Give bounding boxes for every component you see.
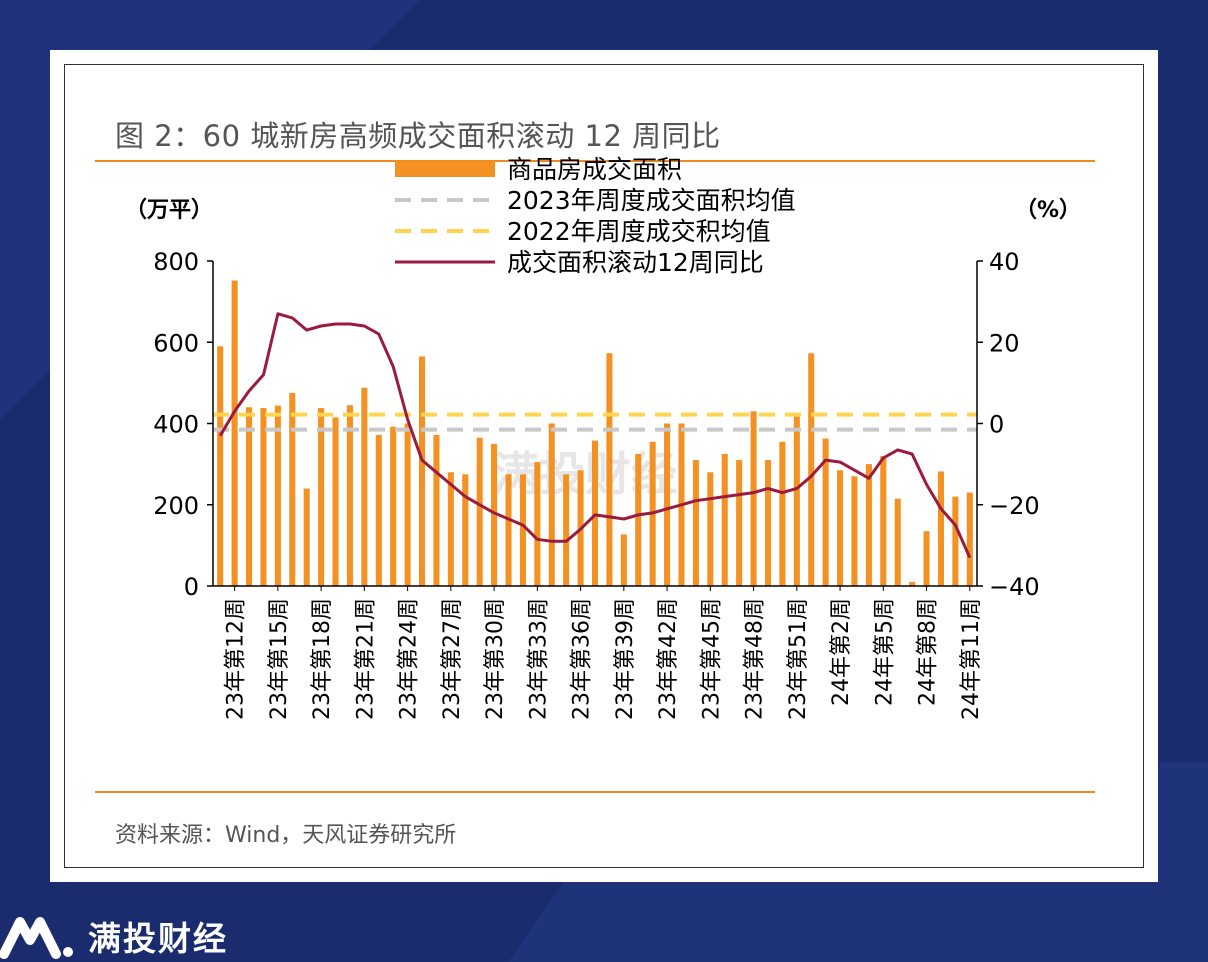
bar — [303, 488, 310, 586]
bar — [361, 387, 368, 586]
x-tick-label: 23年第30周 — [483, 598, 508, 720]
x-tick-label: 23年第18周 — [310, 598, 335, 720]
bar — [404, 423, 411, 586]
bar — [664, 423, 671, 586]
x-tick-label: 23年第24周 — [397, 598, 422, 720]
bar — [534, 462, 541, 586]
x-tick-label: 24年第11周 — [959, 598, 984, 720]
yoy-line — [218, 312, 972, 559]
bar — [246, 407, 253, 586]
bar — [721, 453, 728, 586]
bar — [491, 443, 498, 586]
bar — [519, 474, 526, 586]
bar — [894, 498, 901, 586]
bar — [952, 496, 959, 586]
bar — [433, 434, 440, 586]
bar — [923, 531, 930, 586]
right-unit-label: （%） — [1015, 198, 1081, 223]
x-tick-label: 24年第2周 — [829, 598, 854, 706]
x-tick-label: 23年第51周 — [786, 598, 811, 720]
bar — [692, 460, 699, 586]
bar — [764, 460, 772, 586]
x-tick-label: 24年第5周 — [872, 598, 897, 706]
bar — [793, 415, 800, 586]
bar — [851, 476, 858, 586]
left-tick-label: 800 — [153, 248, 199, 276]
right-tick-label: 0 — [989, 411, 1004, 439]
bar — [707, 472, 714, 586]
left-tick-label: 600 — [153, 329, 199, 357]
bar — [318, 408, 325, 586]
bar — [375, 434, 382, 586]
bar — [289, 393, 296, 586]
bar — [750, 411, 757, 586]
bar — [462, 474, 469, 586]
bar — [563, 474, 570, 586]
bar — [217, 346, 224, 586]
bar — [635, 453, 642, 586]
bar — [808, 353, 815, 586]
x-tick-label: 23年第27周 — [440, 598, 465, 720]
mantou-logo-icon — [0, 917, 73, 959]
right-tick-label: 20 — [989, 329, 1020, 357]
right-tick-label: −20 — [989, 492, 1040, 520]
chart-card: 图 2：60 城新房高频成交面积滚动 12 周同比 满投财经 800 600 400 2… — [50, 50, 1158, 882]
bar — [274, 405, 281, 586]
bar — [865, 464, 872, 586]
bar — [606, 353, 613, 586]
title-divider — [95, 160, 1095, 162]
left-unit-label: （万平） — [125, 198, 213, 223]
bar — [779, 441, 786, 586]
bar — [476, 437, 483, 586]
x-tick-label: 23年第12周 — [224, 598, 249, 720]
bar — [591, 440, 599, 586]
chart-title: 图 2：60 城新房高频成交面积滚动 12 周同比 — [115, 119, 721, 153]
x-tick-label: 23年第39周 — [613, 598, 638, 720]
left-tick-label: 200 — [153, 492, 199, 520]
source-note: 资料来源：Wind，天风证券研究所 — [115, 823, 457, 848]
bar — [880, 456, 887, 586]
bar — [260, 408, 267, 586]
right-tick-label: 40 — [989, 248, 1020, 276]
x-tick-label: 23年第33周 — [526, 598, 551, 720]
bar — [937, 471, 944, 586]
x-tick-label: 23年第21周 — [353, 598, 378, 720]
x-tick-label: 23年第42周 — [656, 598, 681, 720]
x-tick-label: 24年第8周 — [916, 598, 941, 706]
legend-swatch-bar — [395, 161, 495, 177]
bar — [447, 472, 454, 586]
bar — [418, 356, 426, 586]
brand-footer: 满投财经 — [0, 910, 228, 962]
bar — [505, 474, 512, 586]
chart-frame: 图 2：60 城新房高频成交面积滚动 12 周同比 满投财经 800 600 400 2… — [64, 64, 1144, 868]
brand-name: 满投财经 — [88, 919, 228, 958]
bar — [231, 280, 238, 586]
bar — [332, 417, 339, 586]
bar — [837, 470, 844, 586]
legend-label: 2022年周度成交积均值 — [507, 217, 771, 246]
right-tick-label: −40 — [989, 573, 1040, 601]
x-tick-label: 23年第15周 — [267, 598, 292, 720]
legend-label: 商品房成交面积 — [507, 155, 682, 184]
bar — [966, 492, 973, 586]
bar — [736, 460, 743, 586]
left-tick-label: 0 — [184, 573, 199, 601]
x-tick-label: 23年第45周 — [699, 598, 724, 720]
left-tick-label: 400 — [153, 411, 199, 439]
source-divider — [95, 791, 1095, 793]
bar — [909, 581, 916, 586]
bar — [822, 438, 829, 586]
x-tick-label: 23年第48周 — [743, 598, 768, 720]
x-tick-label: 23年第36周 — [570, 598, 595, 720]
bar — [390, 426, 397, 586]
bar — [346, 405, 353, 586]
legend-label: 2023年周度成交面积均值 — [507, 186, 796, 215]
bar — [548, 423, 555, 586]
legend-label: 成交面积滚动12周同比 — [507, 248, 764, 277]
bar — [620, 534, 627, 586]
